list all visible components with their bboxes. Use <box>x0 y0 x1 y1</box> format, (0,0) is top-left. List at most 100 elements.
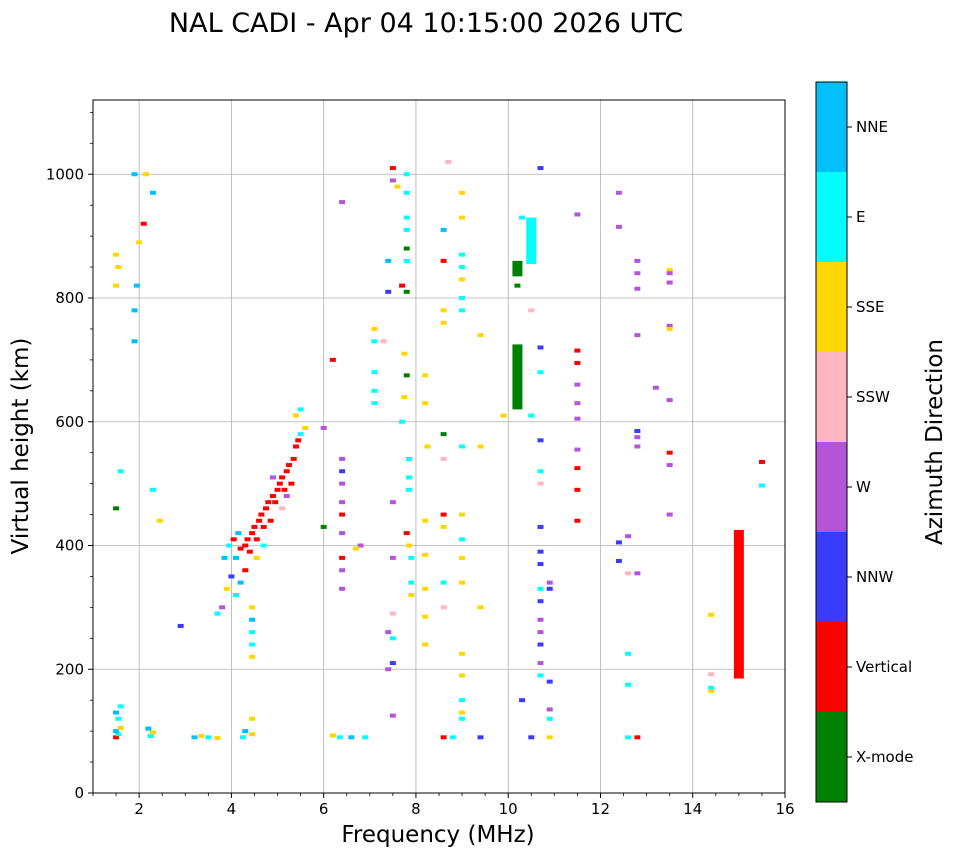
data-point <box>445 159 452 164</box>
data-bar <box>512 260 523 277</box>
data-point <box>459 716 466 721</box>
data-point <box>302 425 309 430</box>
colorbar-frame <box>815 81 848 803</box>
data-point <box>283 469 290 474</box>
data-point <box>537 469 544 474</box>
data-point <box>292 413 299 418</box>
x-tick-label: 4 <box>227 800 237 818</box>
data-point <box>477 605 484 610</box>
data-point <box>260 524 267 529</box>
data-point <box>519 698 526 703</box>
data-point <box>385 667 392 672</box>
colorbar-segment <box>816 622 847 712</box>
data-point <box>459 555 466 560</box>
data-point <box>625 571 632 576</box>
data-point <box>408 555 415 560</box>
data-point <box>339 469 346 474</box>
data-point <box>246 549 253 554</box>
data-point <box>666 450 673 455</box>
data-point <box>634 435 641 440</box>
data-point <box>233 593 240 597</box>
x-tick-label: 14 <box>683 800 702 818</box>
data-point <box>528 735 535 740</box>
data-point <box>249 716 256 721</box>
data-point <box>615 540 622 545</box>
data-point <box>140 221 147 226</box>
colorbar-tick-label: E <box>856 208 865 226</box>
data-point <box>459 710 466 715</box>
data-point <box>362 735 369 740</box>
data-point <box>389 178 396 183</box>
data-point <box>253 555 260 560</box>
data-point <box>237 546 244 551</box>
data-point <box>440 735 447 740</box>
data-point <box>283 494 290 498</box>
data-point <box>214 611 221 616</box>
data-point <box>546 716 553 721</box>
data-point <box>274 487 281 492</box>
data-point <box>292 444 299 449</box>
data-point <box>574 487 581 492</box>
x-tick-label: 10 <box>499 800 518 818</box>
data-point <box>352 546 359 551</box>
data-point <box>403 172 410 177</box>
data-point <box>115 716 122 721</box>
data-point <box>249 642 256 647</box>
data-point <box>666 268 673 273</box>
data-point <box>666 512 673 517</box>
data-point <box>634 735 641 740</box>
data-point <box>133 283 140 288</box>
data-point <box>459 215 466 220</box>
data-point <box>131 172 138 177</box>
data-point <box>269 494 276 498</box>
data-point <box>615 190 622 195</box>
data-point <box>459 296 466 300</box>
data-point <box>399 283 406 288</box>
data-point <box>149 730 156 735</box>
data-point <box>615 558 622 563</box>
data-point <box>459 277 466 282</box>
colorbar-tick-label: X-mode <box>856 748 913 766</box>
data-point <box>652 385 659 390</box>
data-point <box>634 333 641 338</box>
data-point <box>403 190 410 195</box>
data-point <box>297 407 304 412</box>
data-marks <box>113 159 765 740</box>
data-point <box>440 456 447 461</box>
data-point <box>249 654 256 659</box>
data-point <box>223 586 230 591</box>
data-point <box>115 732 122 737</box>
data-point <box>459 512 466 517</box>
data-point <box>371 339 378 344</box>
y-tick-label: 800 <box>55 289 84 307</box>
data-point <box>239 735 246 740</box>
data-point <box>263 506 269 511</box>
data-point <box>403 531 410 536</box>
data-point <box>131 308 138 313</box>
data-point <box>625 682 632 687</box>
data-point <box>406 475 413 480</box>
data-point <box>625 651 632 656</box>
data-point <box>336 735 343 740</box>
data-point <box>537 549 544 554</box>
data-point <box>339 586 346 591</box>
data-point <box>389 166 396 171</box>
data-point <box>422 614 429 619</box>
data-point <box>339 568 346 573</box>
data-point <box>145 726 152 731</box>
data-point <box>156 518 163 523</box>
axes: 2 4 6 8 10 12 14 16 0 200 400 600 800 1000 <box>46 111 795 818</box>
data-point <box>403 373 410 378</box>
data-point <box>219 605 226 610</box>
data-point <box>459 580 466 585</box>
data-point <box>459 537 466 542</box>
data-point <box>666 271 673 276</box>
data-point <box>339 456 346 461</box>
data-point <box>537 630 544 635</box>
data-point <box>459 308 466 313</box>
data-point <box>295 438 302 443</box>
data-point <box>666 326 673 331</box>
data-point <box>115 265 122 270</box>
data-point <box>267 518 274 523</box>
